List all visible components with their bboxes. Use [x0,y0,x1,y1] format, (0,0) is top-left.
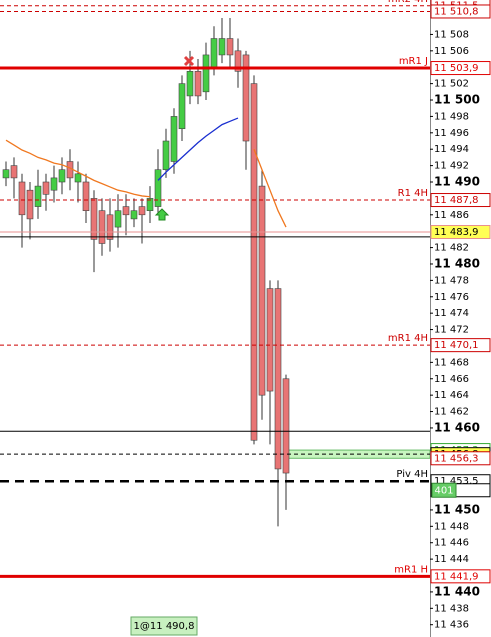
level-name: mR1 H [394,564,428,575]
level-label-box [430,569,491,584]
candle-body [2,169,10,179]
y-tick-label: 11 472 [434,325,469,336]
y-tick-label: 11 448 [434,521,469,532]
candle-body [210,38,218,68]
y-tick-label: 11 496 [434,128,469,139]
candle-body [18,181,26,216]
buy-signal-icon [154,208,170,221]
y-tick-label: 11 508 [434,29,469,40]
y-tick-label: 11 482 [434,243,469,254]
candle-body [146,198,154,211]
y-tick-label: 11 450 [434,502,480,516]
level-label-box [430,338,491,353]
candle-body [170,116,178,162]
candle-body [282,378,290,474]
order-label: 1@11 490,8 [134,621,195,632]
y-tick-label: 11 444 [434,554,469,565]
y-tick-label: 11 486 [434,210,469,221]
y-tick-label: 11 440 [434,584,480,598]
candle-body [130,210,138,220]
level-price-label: 11 483,9 [434,227,479,238]
candle-body [106,214,114,240]
candle-body [34,185,42,207]
level-price-label: 11 503,9 [434,63,479,74]
candle-body [202,54,210,93]
level-label-box [430,4,491,19]
y-tick-label: 11 462 [434,407,469,418]
y-tick-label: 11 436 [434,620,469,631]
y-tick-label: 11 468 [434,357,469,368]
level-label-box [430,225,491,240]
candle-body [226,38,234,56]
level-price-label: 11 487,8 [434,195,479,206]
level-name: R1 4H [398,188,428,199]
candle-body [194,71,202,97]
y-tick-label: 11 460 [434,420,480,434]
badge: 401 [434,485,453,496]
level-price-label: 11 470,1 [434,340,479,351]
level-name: mR1 4H [388,333,428,344]
candle-body [178,83,186,130]
level-label-box [430,451,491,466]
order-box [130,616,198,636]
candle-body [74,173,82,183]
candle-body [162,140,170,171]
candle-body [138,206,146,216]
candle-body [154,169,162,207]
level-price-label: 11 441,9 [434,571,479,582]
y-tick-label: 11 480 [434,256,480,270]
y-tick-label: 11 464 [434,390,469,401]
level-name: mR2 4H [388,0,428,5]
candle-body [274,288,282,470]
level-name: mR1 J [399,56,428,67]
y-tick-label: 11 492 [434,161,469,172]
moving-average [5,139,287,228]
candle-body [82,181,90,211]
y-tick-label: 11 476 [434,292,469,303]
y-tick-label: 11 446 [434,538,469,549]
candle-body [50,177,58,191]
candle-body [98,210,106,244]
candle-body [26,189,34,220]
candle-body [122,206,130,216]
candle-body [114,210,122,228]
sell-signal-icon [183,55,195,67]
badge-box [431,482,457,498]
candle-body [42,181,50,195]
candle-body [266,288,274,392]
candle-body [250,83,258,441]
y-tick-label: 11 478 [434,275,469,286]
y-tick-label: 11 490 [434,175,480,189]
candle-body [234,50,242,72]
level-price-label: 11 456,3 [434,453,479,464]
moving-average [157,117,239,181]
y-tick-label: 11 498 [434,111,469,122]
candle-body [10,165,18,179]
candle-body [218,38,226,56]
candle-body [186,71,194,97]
y-tick-label: 11 506 [434,46,469,57]
level-name: Piv 4H [396,469,428,480]
candle-body [58,169,66,183]
candle-body [258,185,266,396]
y-tick-label: 11 474 [434,308,469,319]
y-tick-label: 11 494 [434,144,469,155]
level-price-label: 11 510,8 [434,6,479,17]
y-tick-label: 11 466 [434,374,469,385]
y-tick-label: 11 500 [434,93,480,107]
candle-body [90,198,98,240]
level-label-box [430,193,491,208]
level-price-label: 11 453,5 [434,476,479,487]
candle-body [242,54,250,142]
level-label-box [430,61,491,76]
y-tick-label: 11 438 [434,603,469,614]
y-tick-label: 11 502 [434,79,469,90]
